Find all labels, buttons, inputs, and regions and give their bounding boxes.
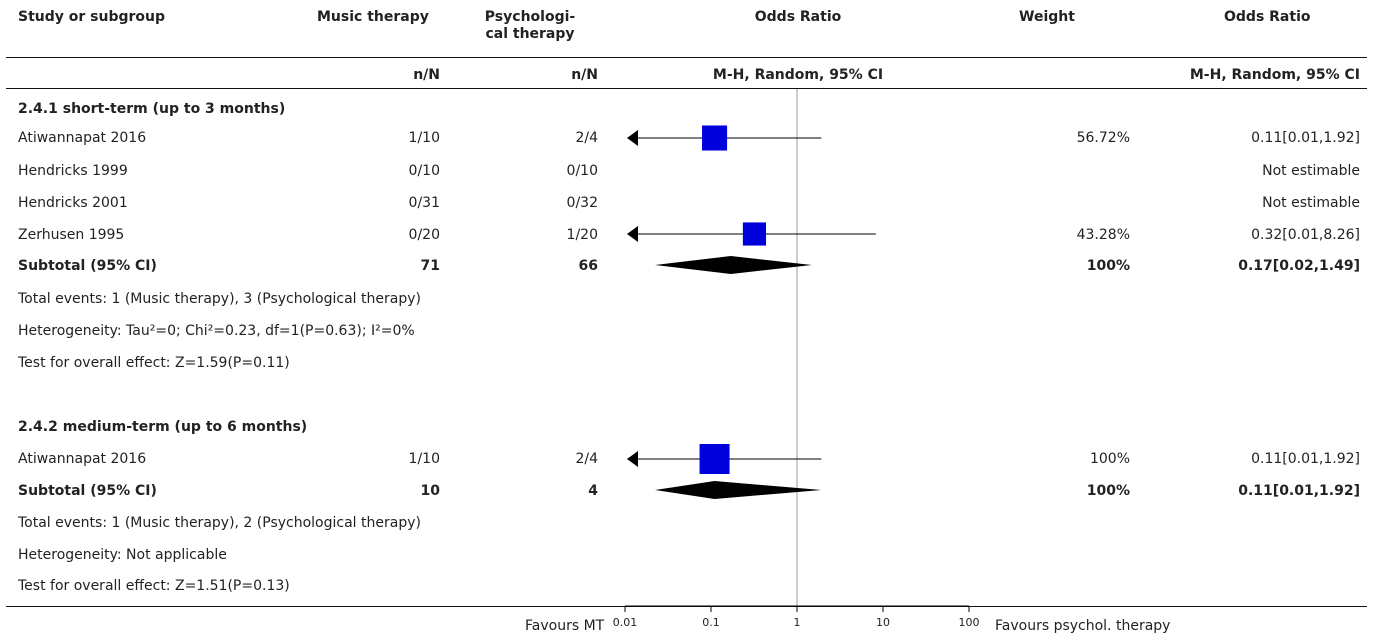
subtotal-diamond bbox=[655, 256, 812, 274]
study-psych-events: 0/32 bbox=[566, 195, 598, 211]
study-result: 0.11[0.01,1.92] bbox=[1251, 451, 1360, 467]
study-music-events: 0/10 bbox=[408, 163, 440, 179]
subtotal-result: 0.17[0.02,1.49] bbox=[1238, 258, 1360, 274]
x-tick-label: 0.01 bbox=[613, 616, 638, 629]
study-result: Not estimable bbox=[1262, 163, 1360, 179]
study-weight: 100% bbox=[1089, 451, 1130, 467]
note-total-events: Total events: 1 (Music therapy), 2 (Psyc… bbox=[18, 515, 421, 531]
note-overall-effect: Test for overall effect: Z=1.59(P=0.11) bbox=[18, 355, 290, 371]
study-psych-events: 0/10 bbox=[566, 163, 598, 179]
study-psych-events: 1/20 bbox=[566, 227, 598, 243]
header-odds-ratio-plot: Odds Ratio bbox=[754, 9, 842, 25]
subgroup-title: 2.4.1 short-term (up to 3 months) bbox=[18, 101, 286, 117]
header-top-rule bbox=[6, 57, 1367, 58]
note-overall-effect: Test for overall effect: Z=1.51(P=0.13) bbox=[18, 578, 290, 594]
header-plot-method: M-H, Random, 95% CI bbox=[712, 67, 884, 83]
x-tick-label: 10 bbox=[876, 616, 890, 629]
subtotal-result: 0.11[0.01,1.92] bbox=[1238, 483, 1360, 499]
study-result: 0.11[0.01,1.92] bbox=[1251, 130, 1360, 146]
subgroup-title: 2.4.2 medium-term (up to 6 months) bbox=[18, 419, 308, 435]
study-name: Hendricks 2001 bbox=[18, 195, 128, 211]
study-result: Not estimable bbox=[1262, 195, 1360, 211]
note-total-events: Total events: 1 (Music therapy), 3 (Psyc… bbox=[18, 291, 421, 307]
header-psych-line2: cal therapy bbox=[485, 26, 575, 42]
header-bottom-rule bbox=[6, 88, 1367, 89]
header-weight: Weight bbox=[1019, 9, 1075, 25]
header-music-therapy: Music therapy bbox=[317, 9, 429, 25]
subtotal-label: Subtotal (95% CI) bbox=[18, 483, 157, 499]
subtotal-label: Subtotal (95% CI) bbox=[18, 258, 157, 274]
header-psych-line1: Psychologi- bbox=[484, 9, 576, 25]
study-name: Atiwannapat 2016 bbox=[18, 451, 147, 467]
effect-marker bbox=[699, 444, 730, 474]
study-music-events: 1/10 bbox=[408, 130, 440, 146]
effect-marker bbox=[742, 222, 767, 246]
study-name: Atiwannapat 2016 bbox=[18, 130, 147, 146]
subtotal-music-total: 10 bbox=[420, 483, 440, 499]
x-tick-label: 1 bbox=[794, 616, 801, 629]
x-tick-label: 100 bbox=[959, 616, 980, 629]
study-weight: 56.72% bbox=[1076, 130, 1130, 146]
ci-arrow-left bbox=[627, 226, 638, 242]
study-psych-events: 2/4 bbox=[575, 130, 598, 146]
subtotal-weight: 100% bbox=[1086, 483, 1130, 499]
study-weight: 43.28% bbox=[1076, 227, 1130, 243]
study-music-events: 0/20 bbox=[408, 227, 440, 243]
note-heterogeneity: Heterogeneity: Tau²=0; Chi²=0.23, df=1(P… bbox=[18, 323, 415, 339]
subtotal-weight: 100% bbox=[1086, 258, 1130, 274]
study-psych-events: 2/4 bbox=[575, 451, 598, 467]
header-nn-music: n/N bbox=[413, 67, 440, 83]
favours-left-label: Favours MT bbox=[525, 618, 605, 634]
header-result-method: M-H, Random, 95% CI bbox=[1189, 67, 1360, 83]
ci-arrow-left bbox=[627, 451, 638, 467]
subtotal-music-total: 71 bbox=[420, 258, 440, 274]
subtotal-psych-total: 66 bbox=[578, 258, 598, 274]
study-result: 0.32[0.01,8.26] bbox=[1251, 227, 1360, 243]
subtotal-psych-total: 4 bbox=[588, 483, 598, 499]
note-heterogeneity: Heterogeneity: Not applicable bbox=[18, 547, 227, 563]
study-name: Hendricks 1999 bbox=[18, 163, 128, 179]
favours-right-label: Favours psychol. therapy bbox=[995, 618, 1171, 634]
study-name: Zerhusen 1995 bbox=[18, 227, 125, 243]
x-tick-label: 0.1 bbox=[702, 616, 720, 629]
subtotal-diamond bbox=[655, 481, 822, 499]
ci-arrow-left bbox=[627, 130, 638, 146]
header-study: Study or subgroup bbox=[18, 9, 166, 25]
study-music-events: 0/31 bbox=[408, 195, 440, 211]
header-nn-psych: n/N bbox=[571, 67, 598, 83]
study-music-events: 1/10 bbox=[408, 451, 440, 467]
header-odds-ratio-result: Odds Ratio bbox=[1224, 9, 1311, 25]
effect-marker bbox=[702, 125, 728, 151]
